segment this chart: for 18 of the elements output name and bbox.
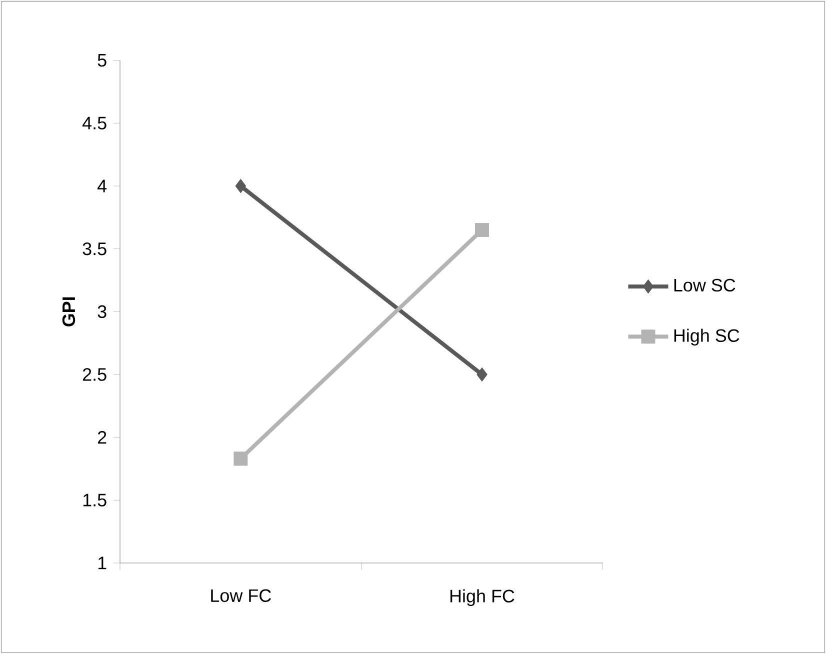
y-tick-label: 1	[98, 556, 106, 570]
y-tick-label: 3	[98, 305, 106, 318]
y-tick-label: 4.5	[82, 116, 106, 130]
y-tick-label: 3.5	[82, 242, 106, 256]
point	[475, 222, 490, 237]
y-tick-label: 4	[97, 180, 107, 192]
point	[476, 367, 488, 382]
point	[235, 178, 246, 193]
x-tick-label: Low FC	[211, 589, 271, 602]
y-tick-label: 5	[98, 54, 106, 67]
legend-label: Low SC	[674, 278, 736, 292]
y-tick-label: 1.5	[83, 494, 106, 506]
y-axis-title: GPI	[62, 297, 76, 326]
point	[234, 452, 248, 466]
legend-label: High SC	[674, 328, 740, 346]
x-tick-label: High FC	[450, 589, 514, 606]
y-tick-label: 2.5	[82, 368, 106, 381]
y-tick-label: 2	[98, 431, 106, 444]
